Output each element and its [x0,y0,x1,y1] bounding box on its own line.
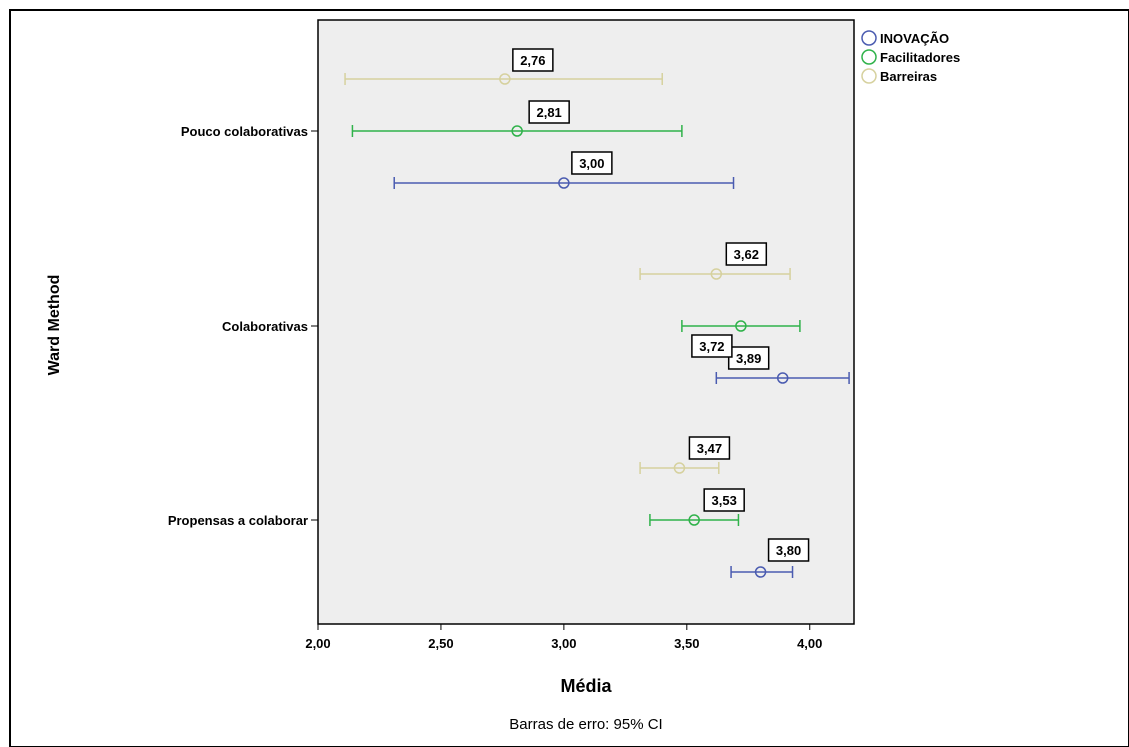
data-label: 3,89 [736,351,761,366]
data-label-box [767,538,810,562]
mean-point [673,462,686,474]
x-tick-label: 2,00 [305,636,330,651]
x-axis-label: Média [560,676,612,696]
y-axis: Pouco colaborativas Colaborativas Propensa… [168,124,318,528]
data-label: 3,47 [697,441,722,456]
data-label-box [727,346,770,370]
chart-marks: 3,00 3,89 3,80 2,81 3,72 3,53 2,76 3,62 3,47 [344,48,850,578]
data-label-box [703,488,745,512]
legend-entry: Barreiras [880,69,937,84]
legend-marker [861,49,877,65]
y-axis-label: Ward Method [46,275,63,376]
x-tick-label: 2,50 [428,636,453,651]
data-label: 3,00 [579,156,604,171]
data-label: 3,72 [699,339,724,354]
y-category-label: Propensas a colaborar [168,513,308,528]
error-bar-footnote: Barras de erro: 95% CI [509,716,662,733]
error-bar-group: 3,80 [730,538,810,578]
legend-entry: INOVAÇÃO [880,31,949,46]
mean-point [776,372,789,384]
mean-point [499,73,511,85]
data-label: 3,62 [734,247,759,262]
error-bar-group: 3,62 [639,242,791,280]
y-category-label: Colaborativas [222,319,308,334]
mean-point [735,320,747,332]
legend: INOVAÇÃO Facilitadores Barreiras [861,30,960,84]
legend-marker [861,68,877,84]
mean-point [688,514,700,526]
error-bar-group: 3,72 [681,320,801,358]
data-label: 2,76 [520,53,545,68]
mean-point [710,268,723,280]
error-bar-group: 3,53 [649,488,745,526]
mean-point [558,177,570,189]
data-label: 3,53 [712,493,737,508]
error-bar-group: 3,00 [393,151,735,189]
data-label-box [571,151,613,175]
x-tick-label: 4,00 [797,636,822,651]
data-label-box [691,334,733,358]
y-category-label: Pouco colaborativas [181,124,308,139]
error-bar-group: 2,76 [344,48,663,85]
x-axis: 2,00 2,50 3,00 3,50 4,00 [305,624,822,651]
x-tick-label: 3,50 [674,636,699,651]
error-bar-group: 2,81 [351,100,683,137]
data-label-box [528,100,570,124]
data-label: 2,81 [536,105,561,120]
legend-marker [861,30,877,46]
mean-point [754,566,767,578]
plot-area [317,19,855,625]
legend-entry: Facilitadores [880,50,960,65]
data-label-box [512,48,554,72]
x-tick-label: 3,00 [551,636,576,651]
error-bar-group: 3,89 [715,346,850,384]
data-label-box [688,436,731,460]
error-bar-group: 3,47 [639,436,731,474]
mean-point [511,125,523,137]
data-label: 3,80 [776,543,801,558]
data-label-box [725,242,768,266]
